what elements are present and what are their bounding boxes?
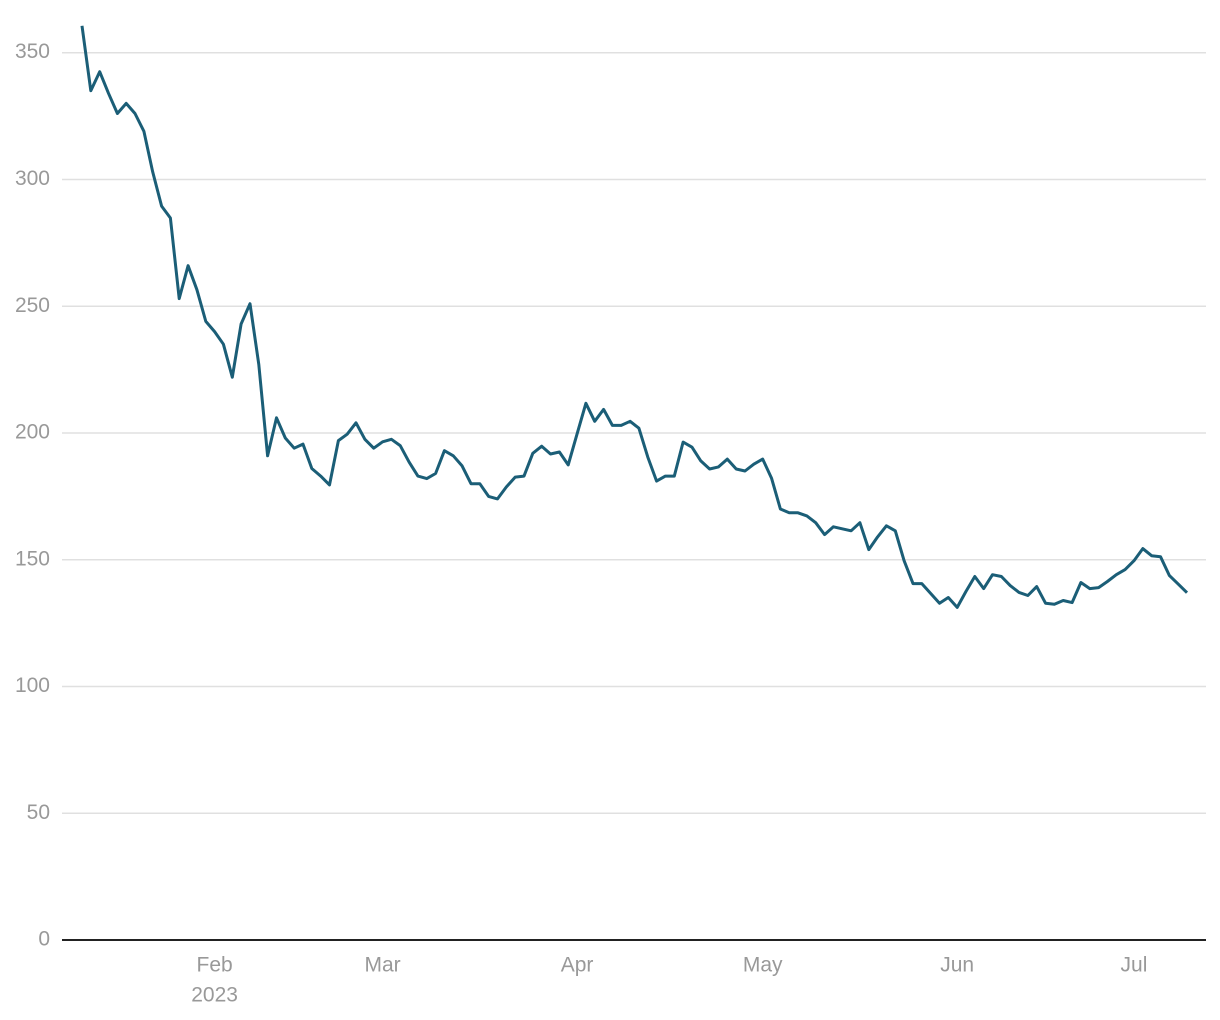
x-tick-label: May: [743, 954, 783, 977]
x-tick-label: Jul: [1121, 954, 1148, 977]
y-tick-label: 100: [15, 674, 50, 697]
line-series: [80, 25, 1189, 609]
x-year-label: 2023: [191, 984, 238, 1007]
y-tick-label: 200: [15, 421, 50, 444]
y-tick-label: 150: [15, 547, 50, 570]
x-tick-label: Jun: [940, 954, 974, 977]
y-tick-label: 0: [38, 928, 50, 951]
x-tick-label: Apr: [561, 954, 594, 977]
x-tick-label: Mar: [364, 954, 400, 977]
y-tick-label: 300: [15, 167, 50, 190]
x-tick-label: Feb: [197, 954, 233, 977]
y-tick-label: 50: [27, 801, 50, 824]
y-tick-label: 350: [15, 40, 50, 63]
y-tick-label: 250: [15, 294, 50, 317]
